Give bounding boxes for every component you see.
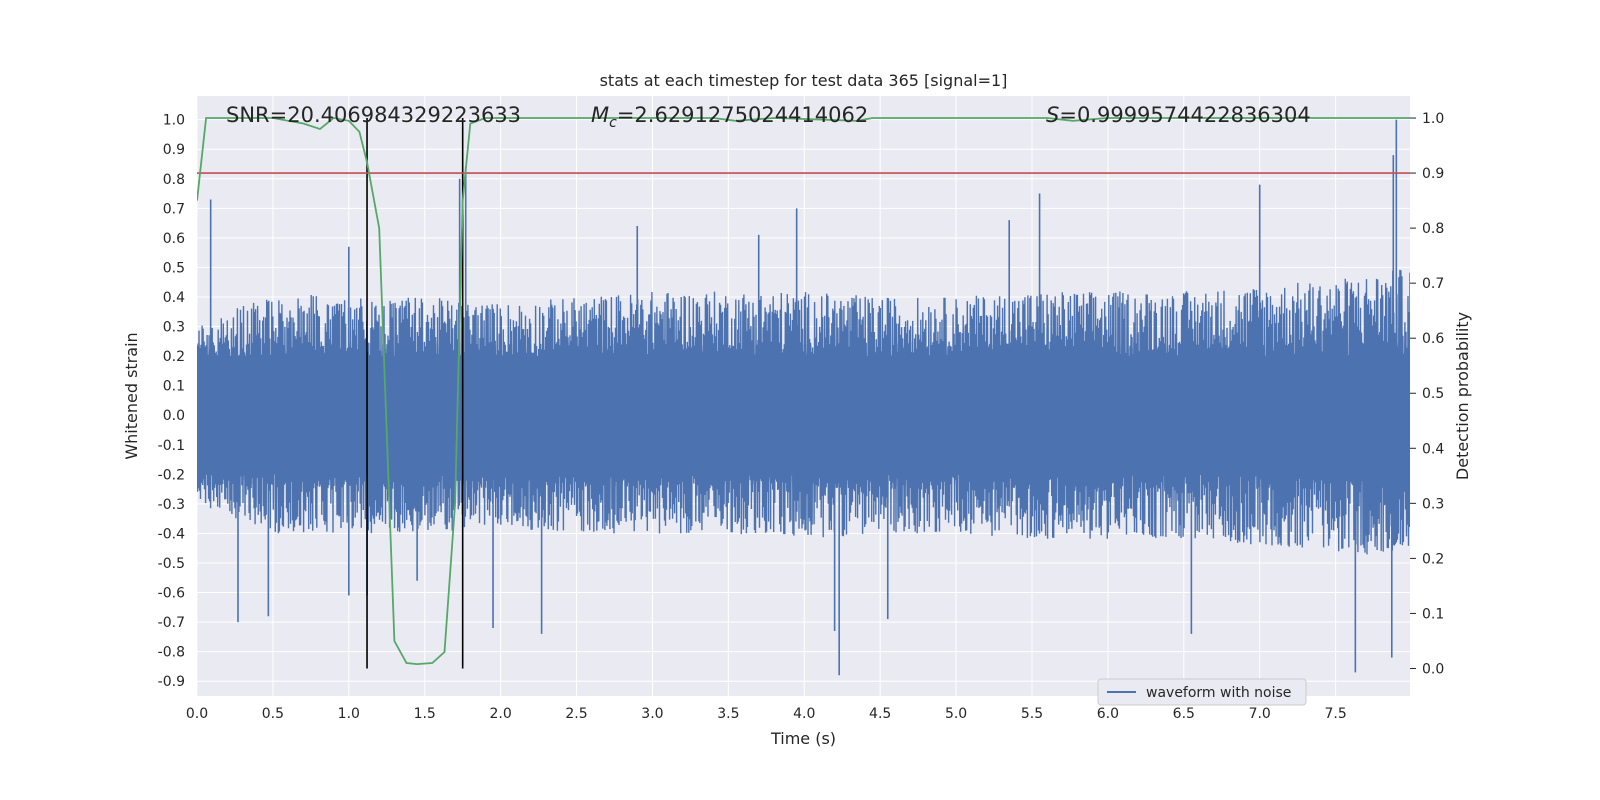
y2-tick-label: 0.9 bbox=[1422, 166, 1444, 182]
y-tick-label: -0.1 bbox=[158, 438, 185, 454]
y2-tick-label: 0.0 bbox=[1422, 661, 1444, 677]
x-tick-label: 3.5 bbox=[717, 706, 739, 722]
y-tick-label: 0.6 bbox=[163, 231, 185, 247]
x-tick-label: 2.5 bbox=[565, 706, 587, 722]
legend: waveform with noise bbox=[1097, 678, 1307, 706]
x-tick-label: 4.5 bbox=[869, 706, 891, 722]
y2-tick-label: 0.7 bbox=[1422, 276, 1444, 292]
x-tick-label: 0.5 bbox=[262, 706, 284, 722]
y-tick-label: -0.4 bbox=[158, 526, 185, 542]
chart-title: stats at each timestep for test data 365… bbox=[600, 71, 1008, 90]
s-value: =0.9999574422836304 bbox=[1059, 103, 1310, 127]
y-tick-label: -0.7 bbox=[158, 615, 185, 631]
y-tick-label: 0.8 bbox=[163, 172, 185, 188]
mc-subscript: c bbox=[609, 115, 617, 131]
x-tick-label: 1.0 bbox=[338, 706, 360, 722]
legend-box bbox=[1097, 678, 1307, 706]
x-tick-label: 5.0 bbox=[945, 706, 967, 722]
x-tick-label: 6.5 bbox=[1173, 706, 1195, 722]
x-axis-label: Time (s) bbox=[770, 729, 836, 748]
plot-area bbox=[197, 117, 1410, 676]
mc-symbol: M bbox=[591, 103, 609, 127]
y2-tick-label: 0.1 bbox=[1422, 606, 1444, 622]
y2-tick-label: 0.2 bbox=[1422, 551, 1444, 567]
probability-line bbox=[197, 117, 1410, 666]
x-tick-label: 4.0 bbox=[793, 706, 815, 722]
y2-tick-label: 0.3 bbox=[1422, 496, 1444, 512]
legend-entry: waveform with noise bbox=[1146, 685, 1291, 701]
y-tick-label: 0.7 bbox=[163, 201, 185, 217]
x-tick-label: 7.5 bbox=[1324, 706, 1346, 722]
mc-value: =2.6291275024414062 bbox=[617, 103, 868, 127]
y2-tick-label: 0.6 bbox=[1422, 331, 1444, 347]
waveform-core bbox=[197, 341, 1410, 490]
x-tick-label: 2.0 bbox=[489, 706, 511, 722]
y-tick-label: -0.9 bbox=[158, 674, 185, 690]
snr-annotation: SNR=20.406984329223633 bbox=[226, 103, 521, 127]
y2-tick-label: 0.4 bbox=[1422, 441, 1444, 457]
y-tick-label: 1.0 bbox=[163, 113, 185, 129]
y-tick-label: 0.0 bbox=[163, 408, 185, 424]
y-axis-label: Whitened strain bbox=[122, 332, 141, 459]
y-tick-label: -0.2 bbox=[158, 467, 185, 483]
y-tick-label: 0.9 bbox=[163, 142, 185, 158]
x-tick-label: 0.0 bbox=[186, 706, 208, 722]
y-tick-label: 0.5 bbox=[163, 260, 185, 276]
y-tick-label: -0.6 bbox=[158, 586, 185, 602]
y-tick-label: -0.3 bbox=[158, 497, 185, 513]
y2-tick-label: 0.8 bbox=[1422, 221, 1444, 237]
chirp-mass-annotation: Mc=2.6291275024414062 bbox=[591, 103, 868, 131]
y-tick-label: -0.8 bbox=[158, 645, 185, 661]
y2-tick-label: 1.0 bbox=[1422, 111, 1444, 127]
x-tick-label: 1.5 bbox=[414, 706, 436, 722]
x-tick-label: 5.5 bbox=[1021, 706, 1043, 722]
y-ticks: -0.9 -0.8 -0.7 -0.6 -0.5 -0.4 -0.3 -0.2 -0.1 0.0 0… bbox=[158, 113, 185, 691]
x-ticks: 0.0 0.5 1.0 1.5 2.0 2.5 3.0 3.5 4.0 4.5 5.0 5.5 6.0 6… bbox=[186, 706, 1347, 722]
x-tick-label: 7.0 bbox=[1249, 706, 1271, 722]
y-tick-label: 0.2 bbox=[163, 349, 185, 365]
y2-ticks: 0.0 0.1 0.2 0.3 0.4 0.5 0.6 0.7 0.8 0.9 1.0 bbox=[1410, 111, 1444, 677]
s-symbol: S bbox=[1046, 103, 1059, 127]
x-tick-label: 6.0 bbox=[1097, 706, 1119, 722]
x-tick-label: 3.0 bbox=[641, 706, 663, 722]
y2-axis-label: Detection probability bbox=[1453, 312, 1472, 480]
probability-series bbox=[197, 117, 1410, 666]
y-tick-label: 0.3 bbox=[163, 320, 185, 336]
y-tick-label: 0.4 bbox=[163, 290, 185, 306]
y-tick-label: 0.1 bbox=[163, 379, 185, 395]
y-tick-label: -0.5 bbox=[158, 556, 185, 572]
y2-tick-label: 0.5 bbox=[1422, 386, 1444, 402]
s-annotation: S=0.9999574422836304 bbox=[1046, 103, 1311, 127]
